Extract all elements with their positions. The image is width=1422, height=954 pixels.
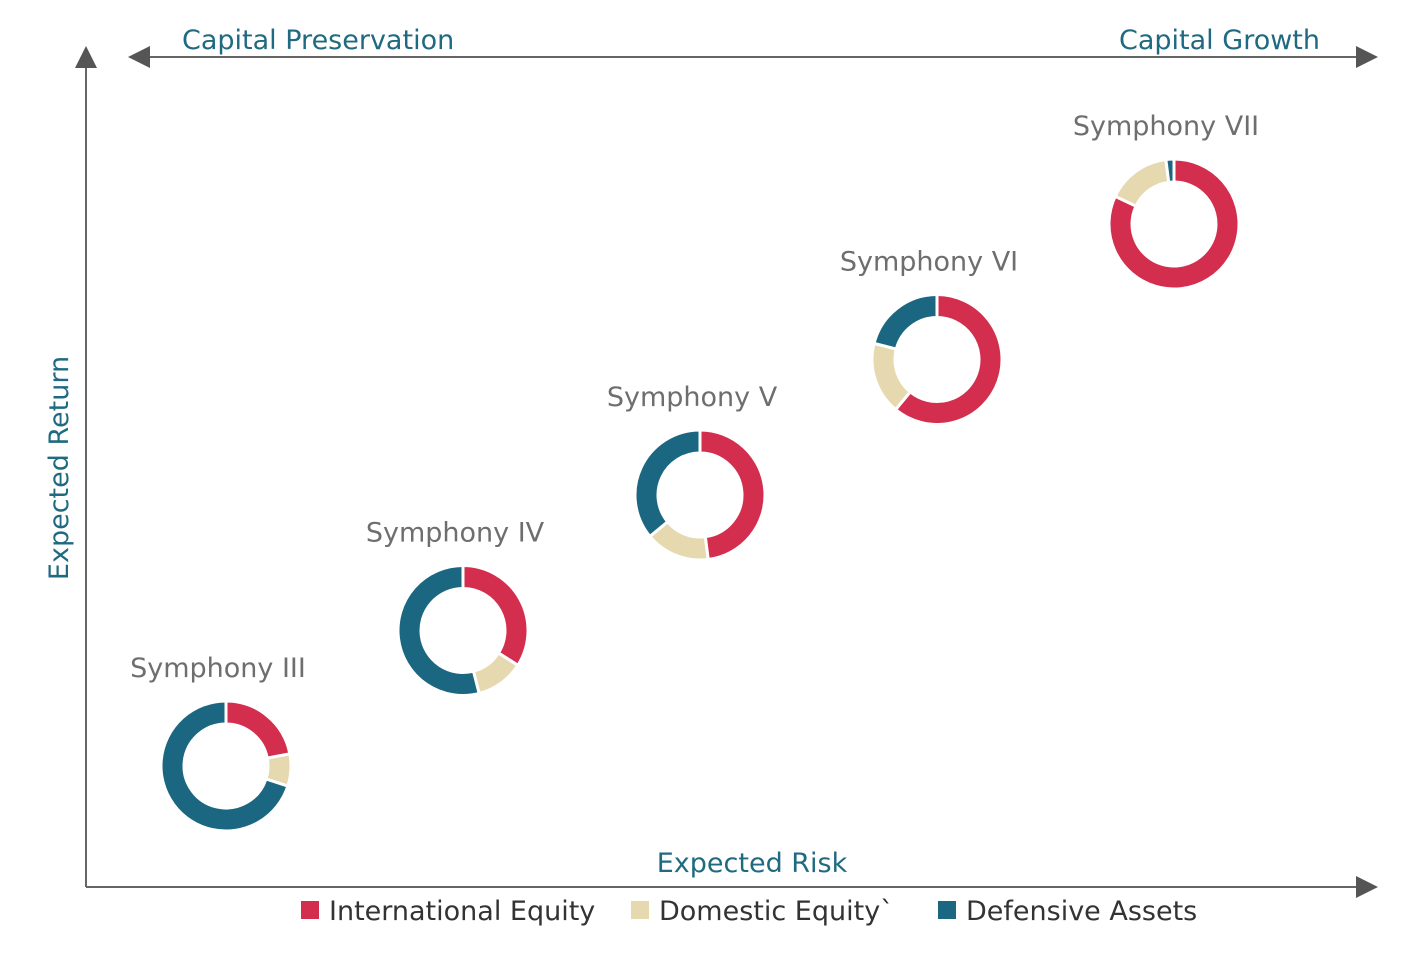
legend-label-international-equity: International Equity: [329, 896, 595, 927]
y-axis-title: Expected Return: [44, 356, 75, 580]
portfolio-label-symphony-vi: Symphony VI: [840, 247, 1018, 278]
capital-growth-label: Capital Growth: [1119, 25, 1320, 56]
legend-label-defensive-assets: Defensive Assets: [966, 896, 1197, 927]
x-axis-arrow-head: [1356, 876, 1378, 898]
portfolio-label-symphony-iii: Symphony III: [130, 653, 306, 684]
slice-symphony-vii-defensive-assets: [1164, 157, 1176, 185]
legend-swatch-international-equity: [301, 901, 319, 919]
legend-label-domestic-equity: Domestic Equity`: [659, 896, 894, 927]
legend-swatch-domestic-equity: [631, 901, 649, 919]
portfolio-label-symphony-v: Symphony V: [607, 382, 778, 413]
portfolio-label-symphony-vii: Symphony VII: [1073, 111, 1259, 142]
slice-symphony-v-defensive-assets: [633, 428, 702, 539]
slice-symphony-vi-defensive-assets: [872, 292, 939, 351]
donut-symphony-iii: Symphony III: [130, 653, 306, 833]
slice-symphony-iv-international-equity: [461, 563, 530, 668]
slice-symphony-vi-domestic-equity: [870, 341, 913, 412]
legend-swatch-defensive-assets: [938, 901, 956, 919]
donut-group: Symphony III Symphony IV Symphony V Symphon…: [130, 111, 1259, 833]
slice-symphony-iii-defensive-assets: [159, 699, 290, 833]
slice-symphony-iii-international-equity: [224, 699, 292, 760]
donut-symphony-vi: Symphony VI: [840, 247, 1018, 426]
donut-symphony-iv: Symphony IV: [366, 518, 545, 697]
legend: International Equity Domestic Equity` De…: [301, 896, 1197, 927]
slice-symphony-iv-defensive-assets: [396, 563, 481, 697]
top-arrow-left-head: [128, 46, 150, 68]
portfolio-label-symphony-iv: Symphony IV: [366, 518, 545, 549]
slice-symphony-vi-international-equity: [893, 292, 1004, 426]
donut-symphony-v: Symphony V: [607, 382, 778, 562]
slice-symphony-vii-international-equity: [1107, 157, 1241, 291]
slice-symphony-vii-domestic-equity: [1113, 157, 1171, 209]
top-arrow-right-head: [1356, 46, 1378, 68]
x-axis-title: Expected Risk: [657, 848, 848, 879]
donut-symphony-vii: Symphony VII: [1073, 111, 1259, 291]
y-axis-arrow-head: [75, 46, 97, 68]
capital-preservation-label: Capital Preservation: [182, 25, 454, 56]
slice-symphony-v-international-equity: [698, 428, 767, 562]
